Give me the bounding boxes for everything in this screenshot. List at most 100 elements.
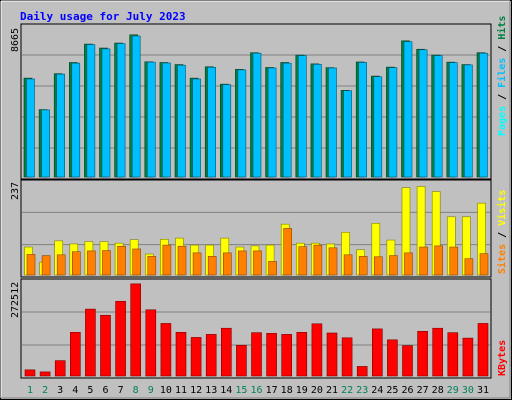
- sites-bar: [238, 250, 247, 276]
- sites-bar: [147, 256, 157, 276]
- x-axis-day-label: 18: [281, 385, 293, 396]
- legend-kbytes: KBytes: [497, 340, 508, 376]
- kbytes-bar: [115, 300, 126, 377]
- x-axis-day-label: 24: [371, 385, 383, 396]
- kbytes-bar: [296, 332, 308, 377]
- kbytes-bar: [341, 337, 353, 377]
- x-axis-day-label: 1: [27, 385, 33, 396]
- sites-bar: [343, 254, 353, 276]
- x-axis-day-label: 22: [341, 385, 353, 396]
- kbytes-bar: [402, 345, 413, 377]
- kbytes-bar: [85, 308, 96, 377]
- sites-bar: [313, 244, 323, 276]
- files-bar: [177, 64, 186, 178]
- sites-bar: [283, 228, 293, 276]
- files-bar: [116, 43, 126, 178]
- kbytes-bar: [462, 337, 474, 377]
- x-axis-day-label: 7: [118, 385, 124, 396]
- x-axis-day-label: 20: [311, 385, 323, 396]
- kbytes-bar: [266, 333, 277, 377]
- bars-middle: [24, 186, 489, 276]
- legend-sep-1: /: [497, 88, 508, 106]
- kbytes-bar: [236, 344, 247, 377]
- sites-bar: [328, 247, 338, 276]
- files-bar: [222, 84, 232, 178]
- files-bar: [343, 90, 352, 178]
- sites-bar: [102, 250, 111, 276]
- legend-hits: Hits: [496, 16, 508, 40]
- x-axis-day-label: 15: [235, 385, 247, 396]
- kbytes-bar: [356, 366, 368, 377]
- legend-top: Pages / Files / Hits: [496, 16, 508, 136]
- files-bar: [26, 78, 35, 178]
- x-axis-day-label: 13: [205, 385, 217, 396]
- files-bar: [448, 62, 458, 178]
- sites-bar: [373, 256, 383, 276]
- x-axis-day-label: 23: [356, 385, 368, 396]
- files-bar: [373, 76, 383, 178]
- files-bar: [282, 62, 292, 178]
- files-bar: [207, 66, 216, 178]
- x-axis-day-label: 12: [190, 385, 202, 396]
- sites-bar: [56, 254, 66, 276]
- files-bar: [418, 49, 428, 178]
- legend-sep-2: /: [497, 40, 508, 58]
- files-bar: [192, 78, 201, 178]
- kbytes-bar: [130, 283, 141, 377]
- x-axis-day-label: 6: [102, 385, 108, 396]
- legend-sites: Sites: [496, 244, 508, 274]
- middle-max-label: 237: [10, 182, 21, 200]
- x-axis-day-label: 27: [417, 385, 429, 396]
- files-bar: [71, 62, 81, 178]
- kbytes-bar: [160, 323, 172, 377]
- sites-bar: [404, 252, 413, 276]
- x-axis-day-label: 25: [386, 385, 398, 396]
- kbytes-bar: [281, 334, 293, 377]
- x-axis-day-label: 26: [401, 385, 413, 396]
- kbytes-bar: [221, 327, 232, 377]
- sites-bar: [253, 250, 262, 276]
- legend-pages: Pages: [497, 106, 508, 136]
- x-axis-day-label: 14: [220, 385, 232, 396]
- legend-files: Files: [496, 58, 508, 88]
- files-bar: [86, 44, 96, 178]
- files-bar: [56, 73, 66, 178]
- kbytes-bar: [54, 360, 66, 377]
- kbytes-bar: [145, 309, 157, 377]
- x-axis-day-label: 29: [447, 385, 459, 396]
- legend-visits: Visits: [496, 190, 508, 226]
- sites-bar: [449, 246, 459, 276]
- files-bar: [433, 55, 443, 178]
- kbytes-bar: [190, 337, 202, 377]
- sites-bar: [464, 258, 474, 276]
- x-axis-day-label: 21: [326, 385, 338, 396]
- files-bar: [101, 48, 111, 178]
- files-bar: [328, 67, 337, 178]
- sites-bar: [192, 252, 202, 276]
- files-bar: [237, 69, 247, 178]
- sites-bar: [207, 256, 217, 276]
- sites-bar: [268, 261, 277, 276]
- kbytes-bar: [417, 330, 428, 377]
- files-bar: [131, 35, 141, 178]
- sites-bar: [223, 252, 232, 276]
- files-bar: [388, 67, 398, 178]
- files-bar: [403, 41, 413, 178]
- files-bar: [267, 67, 277, 178]
- sites-bar: [87, 250, 96, 276]
- sites-bar: [132, 248, 141, 276]
- x-axis-day-label: 2: [42, 385, 48, 396]
- sites-bar: [479, 253, 489, 276]
- kbytes-bar: [251, 332, 262, 377]
- files-bar: [252, 52, 262, 178]
- sites-bar: [434, 245, 444, 276]
- sites-bar: [177, 245, 187, 276]
- sites-bar: [72, 251, 81, 276]
- x-axis-day-label: 30: [462, 385, 474, 396]
- top-max-label: 8665: [10, 28, 21, 52]
- files-bar: [464, 64, 473, 178]
- kbytes-bar: [447, 332, 459, 377]
- sites-bar: [389, 255, 398, 276]
